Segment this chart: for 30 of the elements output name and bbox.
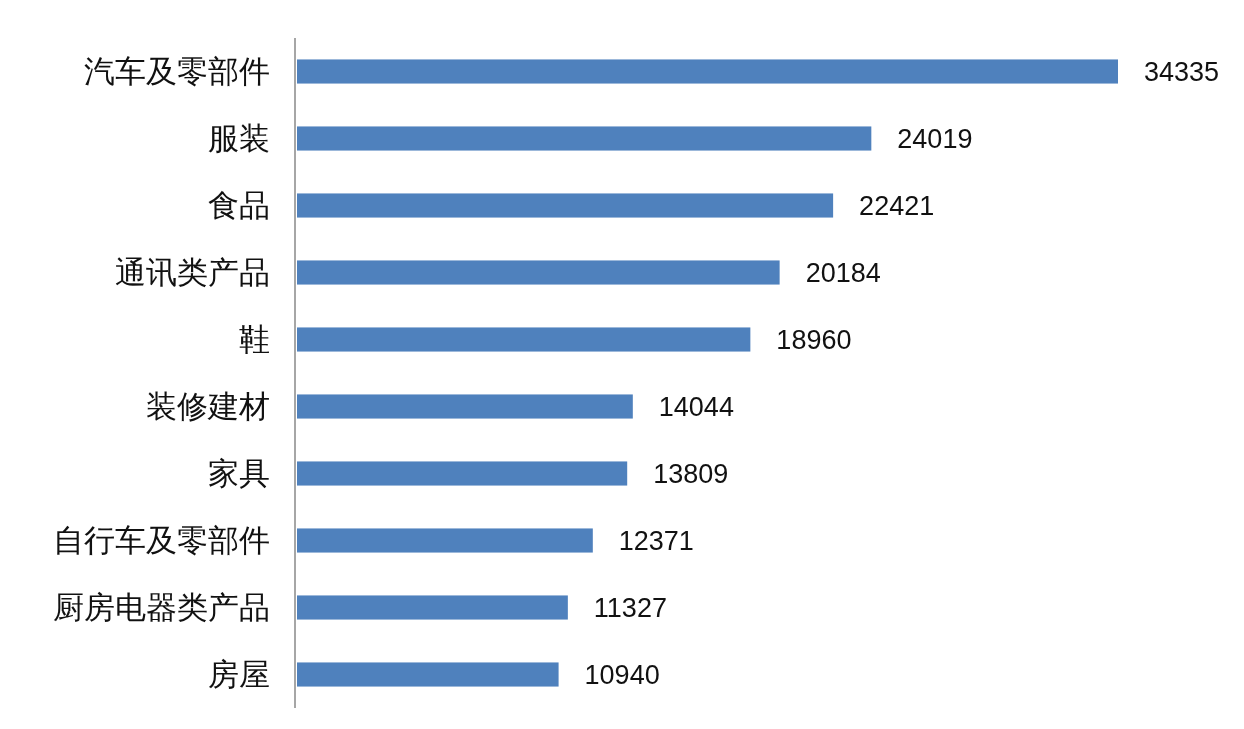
data-label: 24019 [897,123,973,154]
data-label: 18960 [776,324,852,355]
bar [297,394,633,419]
bar [297,193,834,218]
y-tick-label: 厨房电器类产品 [53,589,270,626]
bar [297,528,593,553]
bar [297,260,780,285]
y-tick-label: 服装 [208,120,270,157]
bar [297,126,872,151]
y-tick-label: 房屋 [208,656,270,693]
y-tick-label: 家具 [208,455,270,492]
y-tick-label: 鞋 [239,321,270,358]
y-tick-label: 通讯类产品 [115,254,270,291]
data-label: 34335 [1144,56,1220,87]
bar [297,59,1118,84]
bar [297,461,628,486]
y-tick-label: 自行车及零部件 [53,522,270,559]
data-label: 14044 [658,391,734,422]
y-tick-label: 汽车及零部件 [84,53,270,90]
bar [297,662,559,687]
data-label: 12371 [618,525,694,556]
bar [297,595,568,620]
data-label: 10940 [584,659,660,690]
y-tick-label: 装修建材 [146,388,270,425]
data-label: 13809 [653,458,729,489]
bar [297,327,751,352]
data-label: 22421 [859,190,935,221]
y-tick-label: 食品 [208,187,270,224]
data-label: 11327 [593,592,667,623]
data-label: 20184 [805,257,881,288]
